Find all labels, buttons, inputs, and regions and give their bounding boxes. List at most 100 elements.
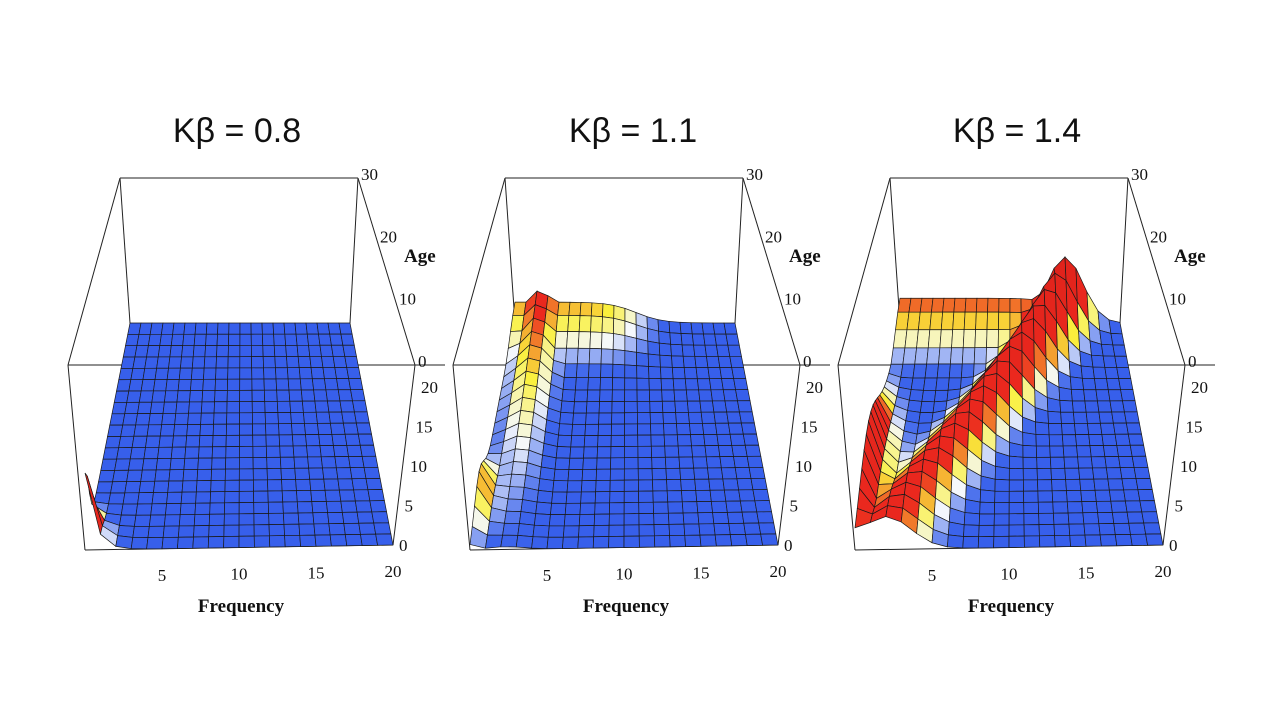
- surface-cell: [1080, 489, 1097, 502]
- surface-cell: [566, 331, 580, 349]
- surface-cell: [286, 367, 301, 380]
- surface-cell: [1093, 478, 1110, 491]
- surface-cell: [238, 457, 254, 470]
- surface-cell: [266, 468, 282, 481]
- surface-cell: [201, 390, 216, 403]
- surface-cell: [649, 412, 664, 425]
- surface-cell: [964, 499, 981, 515]
- surface-cell: [1049, 456, 1066, 469]
- surface-cell: [153, 480, 170, 493]
- surface-cell: [136, 333, 151, 347]
- surface-cell: [578, 315, 592, 333]
- surface-cell: [239, 378, 253, 391]
- surface-cell: [205, 322, 219, 335]
- surface-cell: [299, 534, 317, 547]
- surface-cell: [225, 423, 240, 436]
- surface-cell: [678, 456, 695, 469]
- surface-cell: [940, 311, 955, 331]
- surface-cell: [110, 481, 128, 494]
- surface-cell: [636, 351, 649, 367]
- surface-cell: [1098, 523, 1116, 536]
- surface-cell: [1023, 535, 1041, 548]
- surface-cell: [342, 422, 359, 435]
- surface-cell: [518, 409, 535, 426]
- surface-cell: [157, 345, 172, 358]
- surface-cell: [324, 378, 339, 391]
- surface-cell: [690, 434, 706, 447]
- surface-cell: [507, 486, 525, 500]
- surface-cell: [1094, 378, 1109, 391]
- surface-cell: [666, 490, 683, 503]
- surface-cell: [196, 468, 212, 482]
- surface-cell: [339, 400, 355, 413]
- surface-cell: [917, 311, 932, 331]
- surface-cell: [504, 510, 522, 524]
- surface-cell: [227, 367, 241, 380]
- surface-cell: [163, 514, 181, 527]
- surface-cell: [661, 389, 676, 402]
- surface-cell: [291, 423, 306, 436]
- surface-cell: [262, 356, 276, 369]
- surface-cell: [726, 511, 745, 524]
- surface-cell: [332, 355, 348, 368]
- surface-cell: [748, 466, 766, 479]
- surface-cell: [1131, 455, 1149, 468]
- surface-cell: [1008, 535, 1025, 548]
- surface-cell: [1064, 467, 1081, 480]
- surface-cell: [695, 367, 710, 380]
- surface-cell: [225, 434, 240, 447]
- surface-cell: [239, 434, 254, 447]
- surface-cell: [547, 525, 565, 538]
- surface-cell: [262, 333, 275, 346]
- surface-cell: [740, 422, 757, 435]
- surface-cell: [211, 457, 227, 470]
- surface-cell: [1102, 445, 1119, 458]
- surface-cell: [1129, 444, 1147, 457]
- surface-cell: [212, 435, 227, 448]
- surface-cell: [183, 322, 197, 335]
- surface-cell: [624, 364, 638, 379]
- surface-cell: [1023, 513, 1040, 526]
- surface-cell: [225, 446, 240, 459]
- surface-cell: [167, 480, 184, 493]
- surface-cell: [599, 389, 613, 402]
- surface-cell: [1051, 490, 1068, 503]
- surface-cell: [712, 400, 728, 413]
- surface-cell: [698, 523, 716, 536]
- surface-cell: [184, 446, 200, 459]
- surface-cell: [652, 479, 668, 492]
- surface-cell: [263, 367, 277, 380]
- surface-cell: [251, 356, 264, 369]
- surface-cell: [284, 333, 298, 346]
- surface-cell: [902, 347, 917, 365]
- surface-cell: [638, 479, 654, 492]
- surface-cell: [334, 456, 351, 469]
- surface-cell: [373, 522, 392, 535]
- surface-cell: [161, 536, 179, 550]
- surface-cell: [1113, 522, 1131, 535]
- surface-cell: [998, 297, 1011, 313]
- y-tick-label: 15: [416, 418, 433, 437]
- surface-cell: [717, 355, 733, 368]
- surface-cell: [130, 367, 146, 381]
- surface-cell: [208, 513, 225, 526]
- surface-cell: [138, 322, 153, 335]
- surface-cell: [296, 490, 313, 503]
- y-tick-label: 0: [399, 536, 408, 555]
- surface-cell: [283, 322, 297, 335]
- surface-cell: [752, 489, 770, 502]
- surface-cell: [570, 435, 586, 448]
- surface-cell: [102, 447, 120, 460]
- surface-cell: [215, 367, 229, 380]
- surface-cell: [297, 356, 312, 369]
- surface-cell: [327, 511, 345, 525]
- surface-cell: [680, 333, 694, 346]
- surface-cell: [253, 535, 271, 548]
- surface-cell: [923, 377, 938, 391]
- surface-cell: [585, 412, 600, 425]
- surface-cell: [145, 435, 161, 448]
- surface-cell: [203, 356, 217, 369]
- surface-cell: [185, 435, 201, 448]
- y-axis-label: Age: [1174, 246, 1206, 267]
- surface-cell: [325, 500, 343, 513]
